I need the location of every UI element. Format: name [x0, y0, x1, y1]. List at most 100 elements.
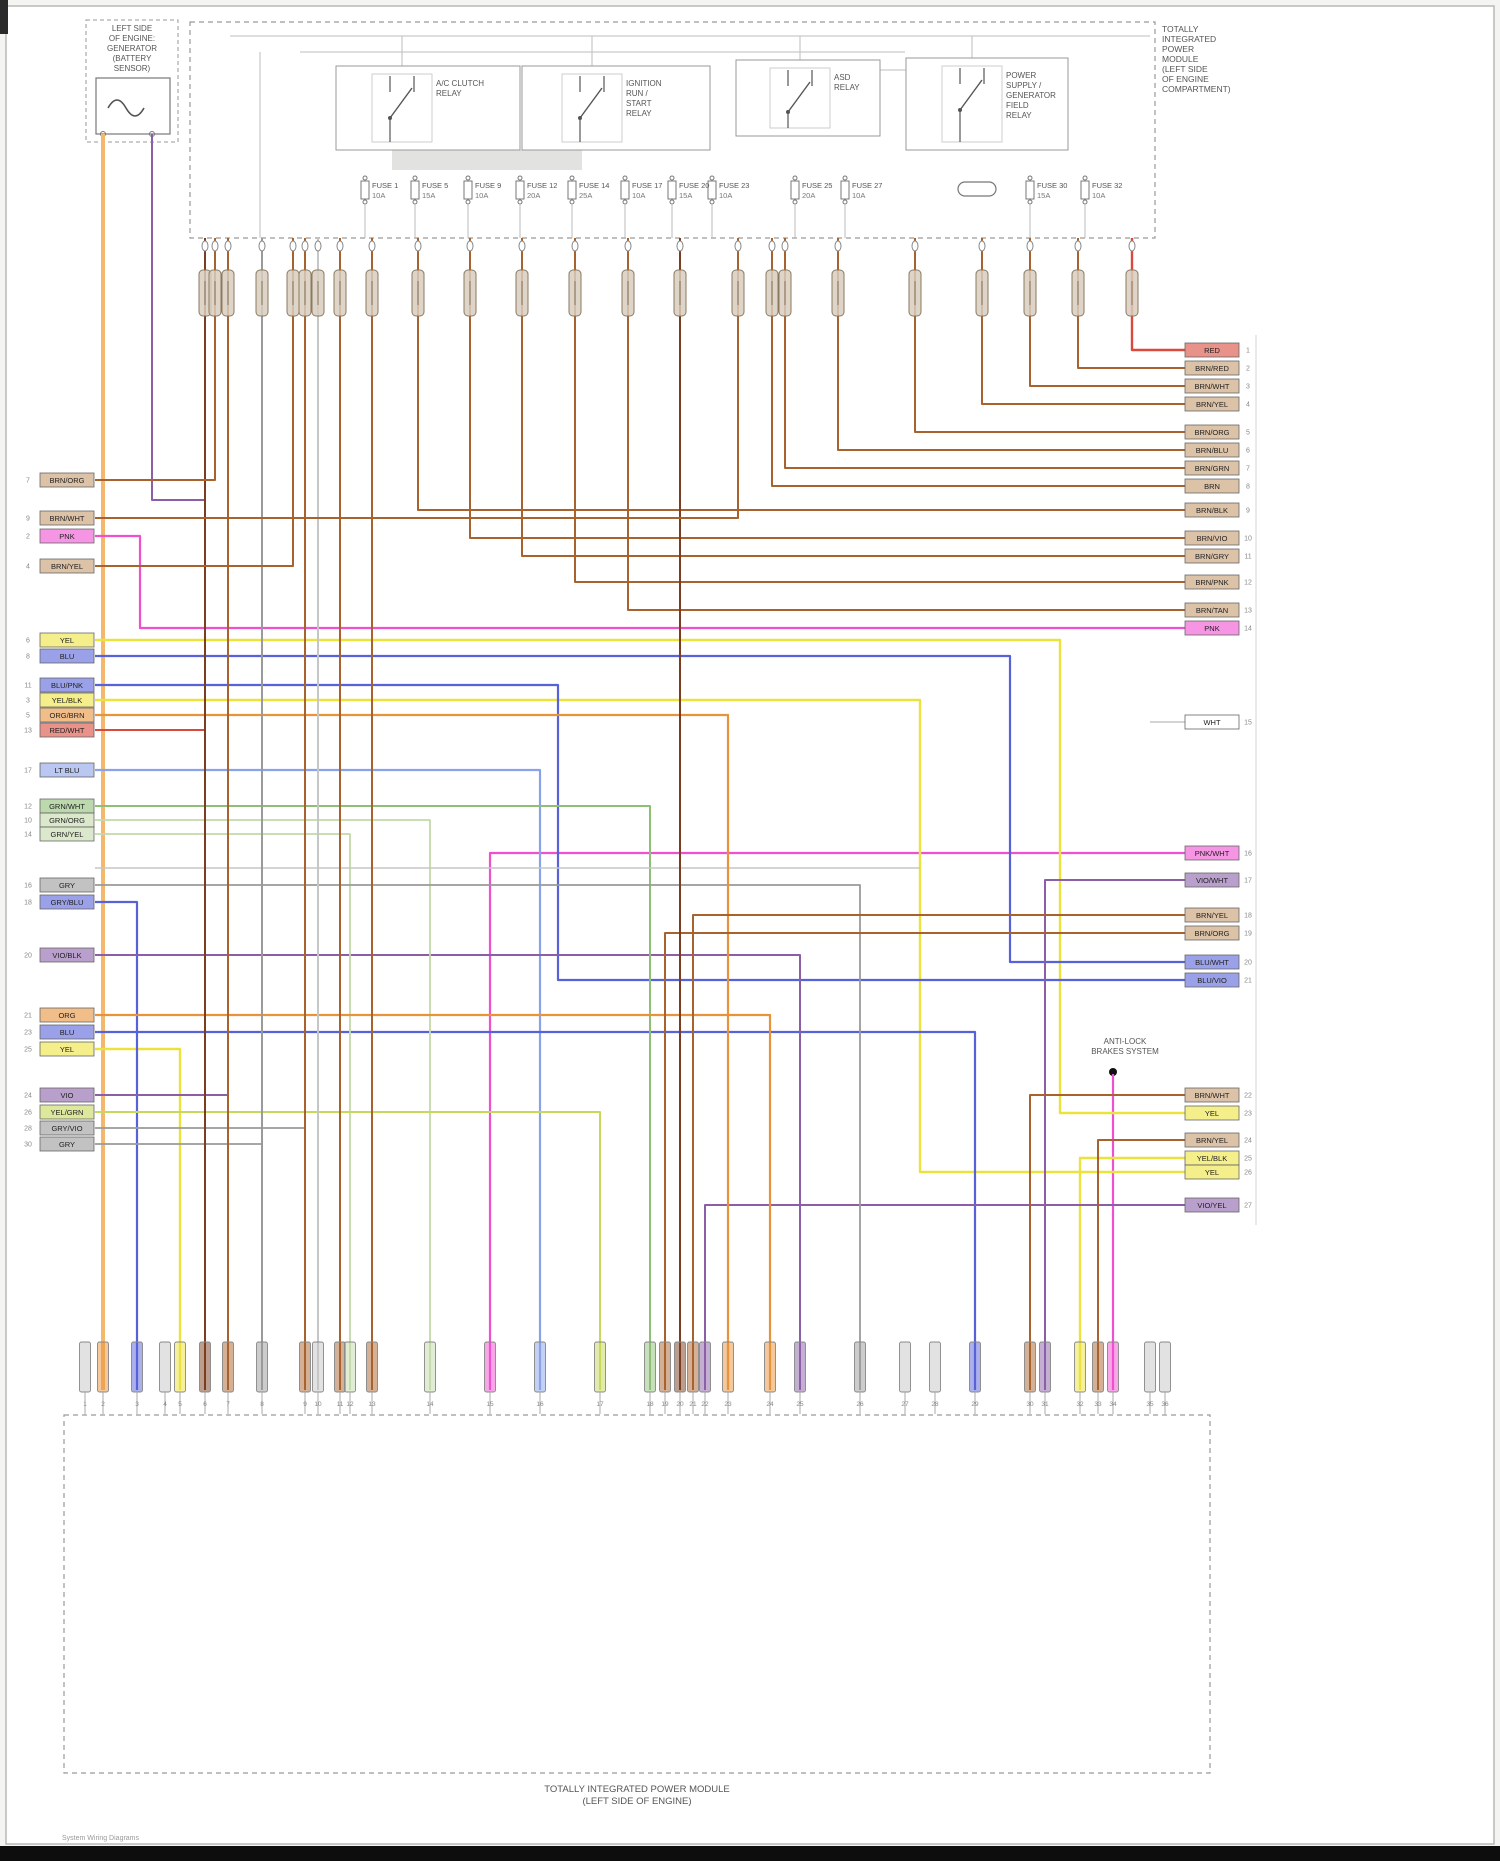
wire-yel	[95, 638, 1185, 1115]
wire-label-box	[39, 472, 95, 488]
bottom-connector-stub	[764, 1341, 776, 1393]
generator-label: LEFT SIDE OF ENGINE: GENERATOR (BATTERY …	[107, 24, 157, 73]
bottom-connector-stub	[97, 1341, 109, 1393]
connector-pin-oval	[1128, 240, 1136, 252]
fuse-body	[667, 180, 677, 200]
wire-vio	[1044, 879, 1185, 1390]
bottom-connector-stub	[484, 1341, 496, 1393]
pin-number: 15	[1244, 720, 1252, 727]
fuse-output-wire-brn	[417, 238, 1185, 511]
note-line: TOTALLY	[1162, 24, 1199, 34]
wire-label-box	[39, 1024, 95, 1040]
bottom-pin-number: 18	[646, 1401, 654, 1408]
wire-label-box	[39, 648, 95, 664]
connector-pin-oval	[676, 240, 684, 252]
fuse-amp: 15A	[422, 191, 435, 200]
wire-label: GRY	[59, 1140, 75, 1149]
wire-label: YEL	[60, 1045, 74, 1054]
wire-label: PNK	[1204, 624, 1219, 633]
scan-corner-artifact	[0, 0, 8, 34]
fuse-body	[790, 180, 800, 200]
wire-label-box	[39, 1007, 95, 1023]
pin-number: 21	[24, 1013, 32, 1020]
wire-label: BRN/BLU	[1196, 446, 1229, 455]
wire-label-box	[39, 762, 95, 778]
fuse-body	[515, 180, 525, 200]
wire-label: BRN/GRN	[1195, 464, 1230, 473]
relay-box	[905, 57, 1069, 151]
pin-number: 24	[24, 1093, 32, 1100]
bottom-pin-number: 6	[203, 1401, 207, 1408]
wire-yel	[95, 698, 1185, 1174]
pin-number: 5	[1246, 430, 1250, 437]
connector-pin-oval	[224, 240, 232, 252]
top-right-note: TOTALLY INTEGRATED POWER MODULE (LEFT SI…	[1162, 24, 1231, 94]
pin-number: 4	[26, 564, 30, 571]
wire-label-box	[39, 632, 95, 648]
wire-label-box	[1184, 548, 1240, 564]
relay-pivot-dot	[578, 116, 582, 120]
note-line: OF ENGINE	[1162, 74, 1209, 84]
bottom-pin-number: 34	[1109, 1401, 1117, 1408]
bottom-connector-stub	[199, 1341, 211, 1393]
wire-label: BRN/ORG	[49, 476, 84, 485]
wire-label-box	[39, 510, 95, 526]
wire-vio	[151, 134, 205, 501]
bottom-pin-number: 13	[368, 1401, 376, 1408]
wire-label: BRN/ORG	[1194, 929, 1229, 938]
wire-label: GRY	[59, 881, 75, 890]
fuse-name: FUSE 32	[1092, 181, 1122, 190]
fuse-output-wire-brn	[95, 238, 294, 567]
bottom-connector-stub	[1092, 1341, 1104, 1393]
wire-label: YEL/BLK	[52, 696, 82, 705]
fuse-output-wire-brn	[95, 238, 216, 481]
fuse-name: FUSE 14	[579, 181, 609, 190]
pin-number: 18	[24, 900, 32, 907]
wire-org	[95, 1013, 772, 1390]
pin-number: 7	[1246, 466, 1250, 473]
wire-label-box	[39, 1041, 95, 1057]
wire-label-box	[39, 1087, 95, 1103]
fuse-name: FUSE 20	[679, 181, 709, 190]
wire-label-box	[1184, 442, 1240, 458]
note-line: POWER	[1162, 44, 1194, 54]
wire-label-box	[1184, 360, 1240, 376]
connector-pin-oval	[289, 240, 297, 252]
relay-switch-arm	[959, 79, 983, 111]
fuse-amp: 15A	[679, 191, 692, 200]
bottom-pin-number: 19	[661, 1401, 669, 1408]
fuse-name: FUSE 12	[527, 181, 557, 190]
wire-label: GRN/ORG	[49, 816, 85, 825]
wire-label: GRY/VIO	[51, 1124, 82, 1133]
fuse-name: FUSE 23	[719, 181, 749, 190]
bottom-connector-stub	[1039, 1341, 1051, 1393]
fuse-amp: 10A	[475, 191, 488, 200]
wire-label-box	[1184, 1105, 1240, 1121]
fuse-name: FUSE 30	[1037, 181, 1067, 190]
bottom-connector-stub	[1107, 1341, 1119, 1393]
pin-number: 4	[1246, 402, 1250, 409]
abs-note: ANTI-LOCK BRAKES SYSTEM	[1091, 1037, 1159, 1056]
pin-number: 6	[26, 638, 30, 645]
connector-pin-oval	[466, 240, 474, 252]
relay-label: POWER	[1006, 71, 1036, 80]
fuse-amp: 25A	[579, 191, 592, 200]
bottom-pin-number: 35	[1146, 1401, 1154, 1408]
bottom-pin-number: 25	[796, 1401, 804, 1408]
module-caption-line: TOTALLY INTEGRATED POWER MODULE	[544, 1784, 729, 1795]
wire-layer	[95, 134, 1185, 1390]
module-caption: TOTALLY INTEGRATED POWER MODULE (LEFT SI…	[544, 1784, 729, 1807]
fuse-amp: 10A	[1092, 191, 1105, 200]
wire-label: VIO/YEL	[1197, 1201, 1226, 1210]
bottom-pin-number: 32	[1076, 1401, 1084, 1408]
fuse-name: FUSE 5	[422, 181, 448, 190]
bottom-pin-number: 26	[856, 1401, 864, 1408]
wire-label: YEL/GRN	[51, 1108, 84, 1117]
module-caption-line: (LEFT SIDE OF ENGINE)	[582, 1796, 691, 1807]
wire-label: BLU/WHT	[1195, 958, 1229, 967]
bottom-connector-stub	[1074, 1341, 1086, 1393]
wire-label: BRN/YEL	[1196, 1136, 1228, 1145]
fuse-body	[620, 180, 630, 200]
